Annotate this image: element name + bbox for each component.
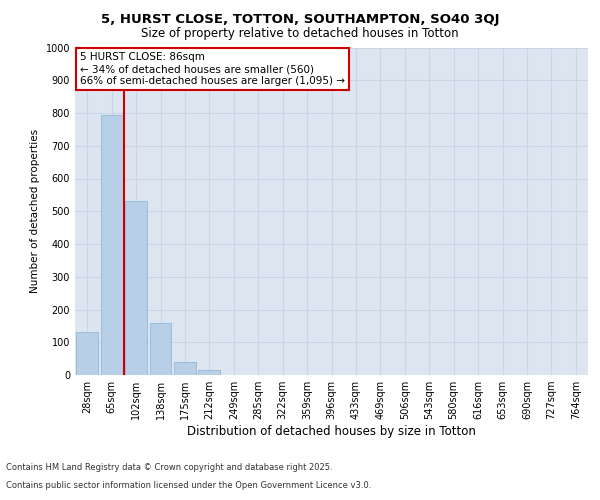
Bar <box>101 114 122 375</box>
Bar <box>199 370 220 375</box>
Text: Contains HM Land Registry data © Crown copyright and database right 2025.: Contains HM Land Registry data © Crown c… <box>6 464 332 472</box>
Text: Contains public sector information licensed under the Open Government Licence v3: Contains public sector information licen… <box>6 481 371 490</box>
Bar <box>149 322 172 375</box>
X-axis label: Distribution of detached houses by size in Totton: Distribution of detached houses by size … <box>187 425 476 438</box>
Bar <box>125 202 147 375</box>
Text: 5 HURST CLOSE: 86sqm
← 34% of detached houses are smaller (560)
66% of semi-deta: 5 HURST CLOSE: 86sqm ← 34% of detached h… <box>80 52 345 86</box>
Bar <box>76 332 98 375</box>
Y-axis label: Number of detached properties: Number of detached properties <box>30 129 40 294</box>
Text: 5, HURST CLOSE, TOTTON, SOUTHAMPTON, SO40 3QJ: 5, HURST CLOSE, TOTTON, SOUTHAMPTON, SO4… <box>101 12 499 26</box>
Text: Size of property relative to detached houses in Totton: Size of property relative to detached ho… <box>141 28 459 40</box>
Bar <box>174 362 196 375</box>
